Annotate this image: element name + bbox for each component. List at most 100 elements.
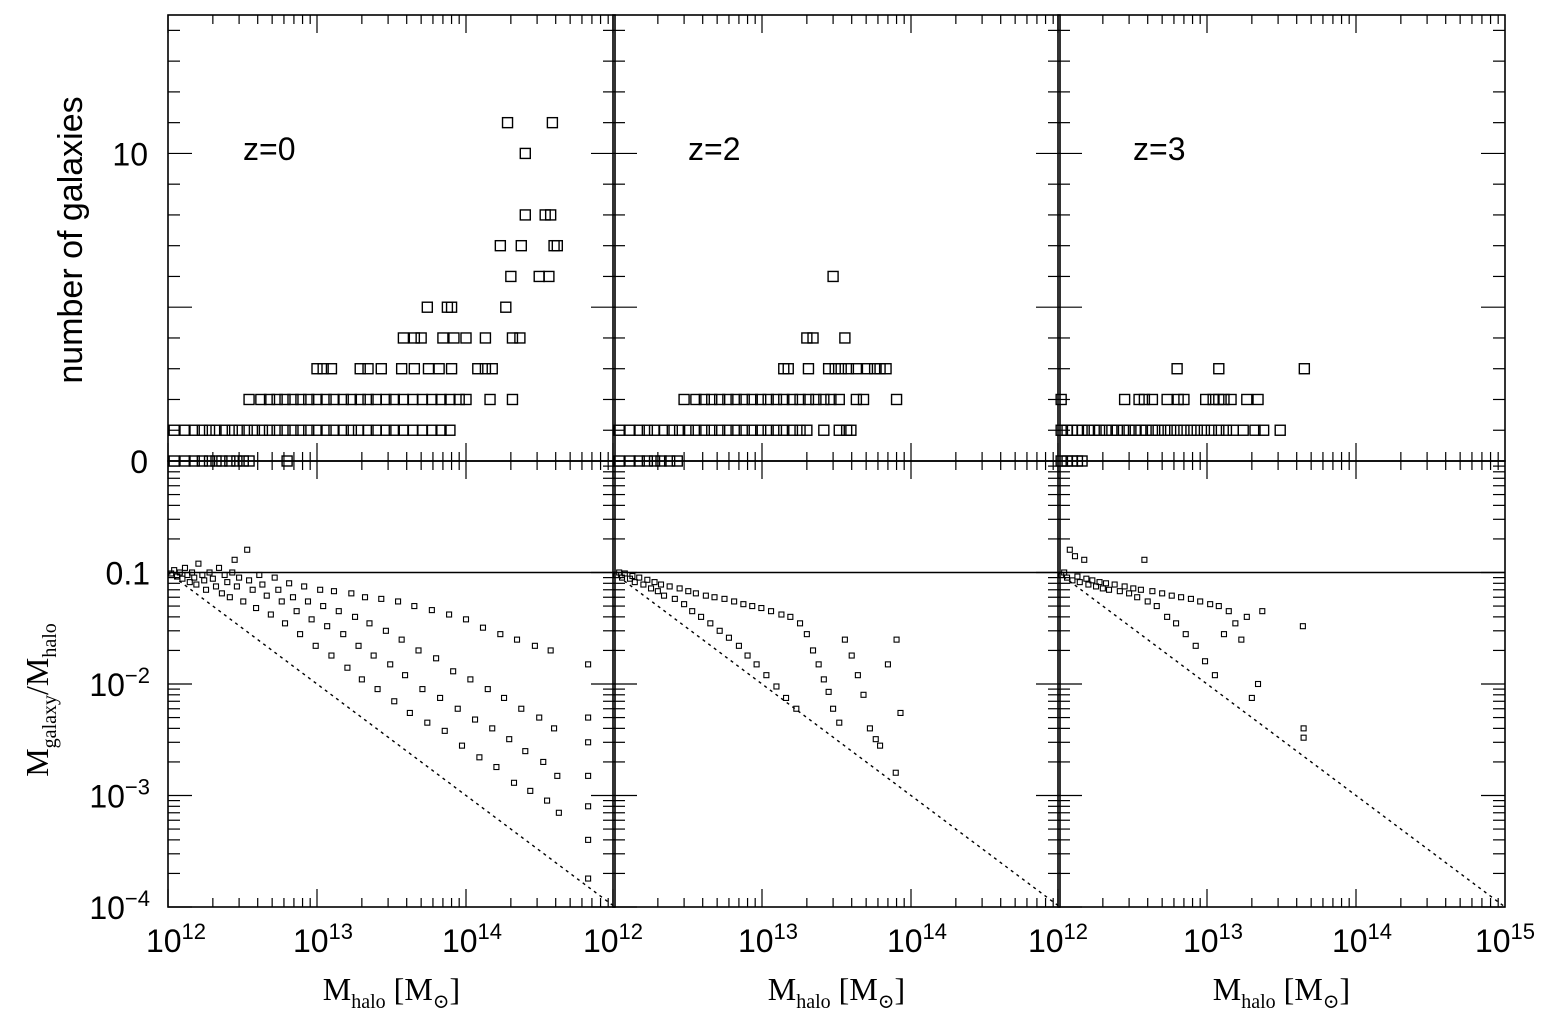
top-ytick-label: 0	[130, 444, 148, 480]
ratio-point	[467, 676, 474, 683]
count-point	[519, 209, 531, 221]
count-point	[295, 393, 307, 406]
ratio-point	[681, 601, 688, 608]
count-point	[179, 424, 191, 436]
ratio-point	[716, 627, 723, 634]
count-point	[345, 424, 358, 436]
ratio-point	[181, 564, 189, 571]
count-point	[794, 424, 806, 436]
count-point	[519, 147, 531, 160]
tick-label: 10−2	[89, 663, 150, 703]
count-point	[514, 332, 526, 344]
ratio-point	[361, 594, 369, 601]
count-point	[678, 393, 690, 406]
tick-label: 1012	[583, 919, 643, 959]
ratio-point	[231, 556, 238, 563]
ratio-point	[246, 577, 253, 584]
ratio-point	[554, 772, 561, 779]
top-y-axis-label: number of galaxies	[52, 96, 90, 383]
ratio-point	[301, 583, 308, 590]
tick-label: 1015	[1475, 919, 1535, 959]
ratio-point	[370, 652, 377, 659]
ratio-point	[1141, 556, 1148, 563]
ratio-point	[330, 588, 338, 595]
tick-label: 10−4	[89, 886, 150, 926]
ratio-point	[782, 694, 790, 701]
ratio-point	[462, 616, 470, 623]
count-point	[415, 332, 427, 344]
ratio-point	[654, 588, 661, 595]
ratio-point	[202, 586, 210, 593]
ratio-point	[685, 588, 692, 595]
ratio-point	[395, 598, 402, 605]
count-point	[255, 393, 267, 406]
count-point	[271, 424, 283, 436]
count-point	[810, 393, 822, 406]
ratio-point	[293, 608, 300, 615]
count-point	[850, 363, 863, 375]
ratio-point	[240, 598, 247, 605]
ratio-point	[236, 574, 243, 581]
ratio-point	[644, 576, 651, 583]
count-point	[840, 424, 853, 436]
count-point	[320, 424, 332, 436]
ratio-point	[854, 672, 861, 679]
count-point	[1225, 393, 1237, 406]
count-point	[698, 424, 711, 436]
ratio-point	[555, 809, 562, 816]
count-point	[1205, 424, 1218, 436]
ratio-point	[803, 631, 810, 638]
count-point	[505, 270, 517, 283]
ratio-point	[651, 579, 658, 586]
ratio-point	[229, 569, 236, 576]
tick-label: 1014	[442, 919, 502, 959]
ratio-point	[773, 683, 780, 690]
ratio-point	[201, 577, 208, 584]
count-point	[196, 424, 209, 436]
ratio-point	[1153, 603, 1160, 610]
count-point	[1191, 424, 1203, 436]
ratio-point	[872, 736, 879, 743]
count-point	[426, 393, 438, 406]
x-axis-label-2: Mhalo [M⊙]	[1213, 971, 1350, 1013]
ratio-point	[1182, 631, 1189, 638]
ratio-point	[324, 623, 331, 630]
ratio-point	[1259, 608, 1266, 615]
count-point	[188, 424, 200, 436]
ratio-point	[186, 579, 193, 586]
ratio-point	[725, 634, 732, 641]
ratio-point	[1069, 577, 1076, 584]
count-point	[422, 363, 435, 375]
ratio-point	[721, 595, 728, 602]
ratio-point	[1121, 583, 1128, 590]
count-point	[1227, 424, 1239, 436]
ratio-point	[1083, 575, 1090, 582]
count-point	[1076, 424, 1088, 436]
ratio-point	[841, 636, 848, 643]
count-point	[1213, 363, 1225, 375]
count-point	[1161, 393, 1173, 406]
ratio-point	[411, 603, 418, 610]
count-point	[226, 424, 238, 436]
count-point	[544, 209, 557, 221]
count-point	[1178, 393, 1190, 406]
ratio-point	[702, 592, 709, 599]
count-point	[722, 393, 734, 406]
count-point	[352, 424, 365, 436]
ratio-point	[489, 725, 496, 732]
count-point	[1257, 424, 1270, 436]
count-point	[722, 424, 734, 436]
ratio-point	[647, 585, 655, 592]
count-point	[426, 424, 438, 436]
ratio-point	[1299, 623, 1306, 630]
count-point	[861, 363, 874, 375]
count-point	[770, 424, 783, 436]
ratio-point	[1164, 613, 1171, 620]
ratio-point	[454, 705, 461, 712]
count-point	[738, 393, 750, 406]
ratio-point	[815, 661, 822, 668]
count-point	[345, 393, 358, 406]
ratio-point	[286, 580, 293, 587]
count-point	[295, 424, 307, 436]
count-point	[441, 301, 454, 313]
